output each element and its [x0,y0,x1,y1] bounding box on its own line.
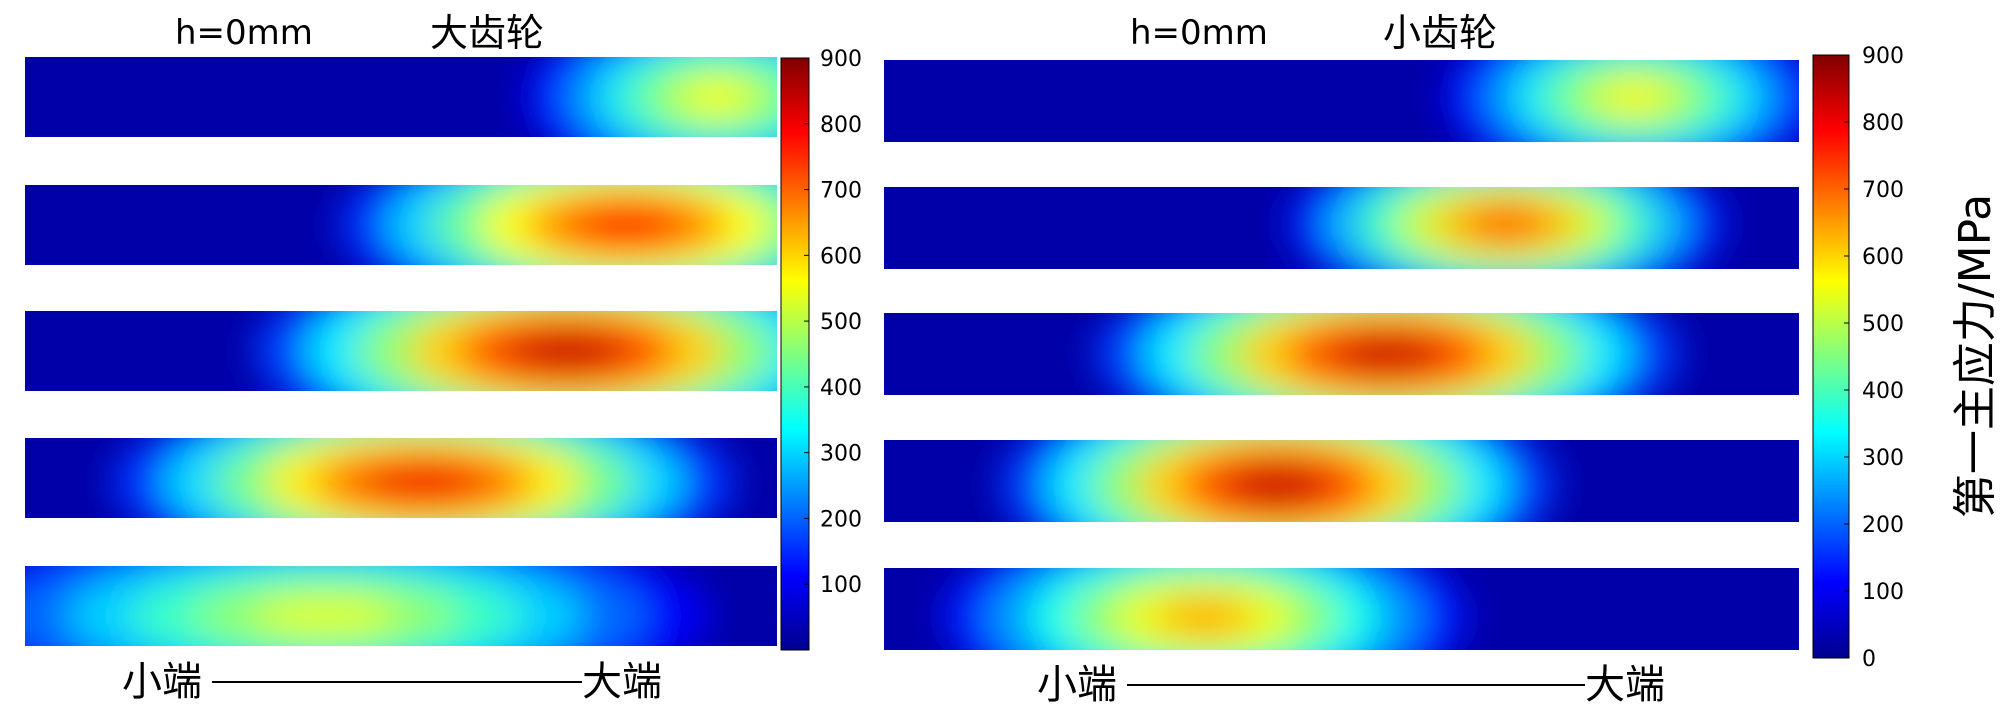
xaxis-right-label-large-gear: 大端 [582,659,662,705]
colorbar-tick-label: 200 [1862,513,1904,538]
contour-strip [884,187,1799,269]
colorbar-tick-label: 800 [820,113,862,138]
colorbar-tick-label: 500 [820,310,862,335]
position-label-large-gear: h=0mm [175,13,313,53]
colorbar-tick-label: 800 [1862,111,1904,136]
colorbar-ticks-large-gear: 100 200 300 400 500 600 700 800 900 [804,47,862,598]
contour-strip [25,566,777,646]
stress-hotspot [940,568,1468,650]
colorbar-tick-label: 500 [1862,312,1904,337]
title-large-gear: 大齿轮 [430,11,544,55]
colorbar-tick-label: 900 [1862,44,1904,69]
contour-strip [884,60,1799,142]
colorbar-ticks-small-gear: 0 100 200 300 400 500 600 700 800 900 [1844,44,1904,672]
colorbar-tick-label: 400 [820,376,862,401]
xaxis-left-label-small-gear: 小端 [1037,662,1117,708]
stress-hotspot [1094,313,1680,395]
panel-small-gear: h=0mm 小齿轮 0 100 200 300 400 500 600 700 800 900 第… [884,11,2001,708]
contour-strip [884,313,1799,395]
stress-hotspot [1444,60,1799,142]
colorbar-tick-label: 300 [820,442,862,467]
position-label-small-gear: h=0mm [1130,13,1268,53]
colorbar-label: 第一主应力/MPa [1950,194,2001,518]
colorbar-tick-label: 600 [1862,245,1904,270]
contour-strip [884,440,1799,522]
xaxis-right-label-small-gear: 大端 [1585,662,1665,708]
contour-strip [25,438,777,518]
colorbar-tick-label: 300 [1862,446,1904,471]
title-small-gear: 小齿轮 [1383,11,1497,55]
contour-strip [25,311,777,391]
colorbar-tick-label: 200 [820,507,862,532]
stress-hotspot [524,57,777,137]
stress-hotspot [25,566,711,646]
stress-hotspot [110,438,737,518]
contour-strip [884,568,1799,650]
contour-strip [25,57,777,137]
stress-hotspot [1286,187,1726,269]
xaxis-left-label-large-gear: 小端 [122,659,202,705]
colorbar-tick-label: 900 [820,47,862,72]
colorbar-tick-label: 700 [820,179,862,204]
colorbar-large-gear [780,57,810,651]
stress-hotspot [337,185,777,265]
colorbar-tick-label: 700 [1862,178,1904,203]
stress-hotspot [999,440,1556,522]
colorbar-tick-label: 100 [820,573,862,598]
strips-large-gear [25,57,777,646]
panel-large-gear: h=0mm 大齿轮 100 200 300 400 500 600 700 800 900 小端… [25,11,862,705]
colorbar-tick-label: 0 [1862,647,1876,672]
colorbar-small-gear [1812,54,1850,659]
colorbar-tick-label: 600 [820,244,862,269]
stress-hotspot [253,311,777,391]
contour-strip [25,185,777,265]
colorbar-tick-label: 100 [1862,580,1904,605]
strips-small-gear [884,60,1799,650]
colorbar-tick-label: 400 [1862,379,1904,404]
